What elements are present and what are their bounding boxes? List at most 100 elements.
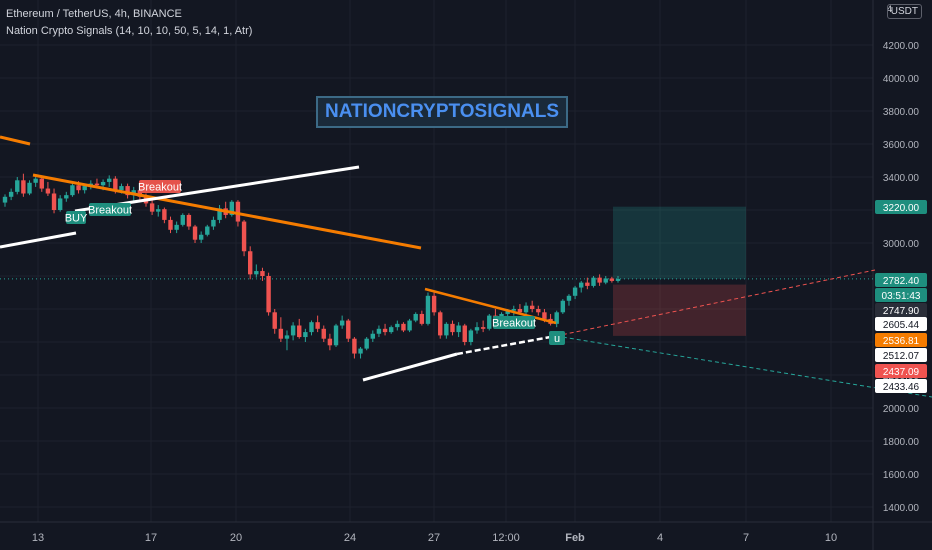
candle-body: [395, 323, 400, 328]
x-axis-label: 13: [32, 532, 44, 544]
candle-body: [278, 328, 284, 339]
candle-body: [100, 181, 106, 186]
candle-body: [499, 313, 504, 318]
candle-body: [2, 196, 8, 203]
candle-body: [511, 309, 516, 311]
candle-body: [560, 300, 566, 313]
candle-body: [156, 209, 161, 212]
candle-body: [303, 332, 308, 338]
candle-body: [205, 226, 210, 235]
candle-body: [125, 186, 130, 196]
candle-body: [284, 335, 290, 339]
candle-body: [272, 312, 277, 329]
signal-arrow-bg: [549, 331, 565, 345]
long-position-target-zone: [613, 206, 746, 279]
y-axis-label: 1600.00: [883, 470, 920, 481]
candle-body: [591, 277, 596, 286]
candle-body: [425, 295, 431, 324]
candle-body: [438, 312, 443, 336]
candle-body: [401, 323, 406, 331]
candle-body: [8, 191, 14, 197]
candle-body: [192, 226, 198, 240]
signal-breakout-bull-1: Breakout: [88, 205, 132, 217]
candle-body: [615, 278, 621, 281]
y-axis-label: 1400.00: [883, 503, 920, 514]
candle-body: [382, 328, 388, 333]
candle-body: [529, 305, 535, 309]
candle-body: [333, 325, 339, 346]
candle-body: [346, 320, 351, 339]
signal-arrow: u: [554, 333, 560, 345]
price-label-orange-bg: [875, 333, 927, 347]
price-label-orange: 2536.81: [883, 336, 920, 347]
candle-body: [70, 185, 75, 196]
candle-body: [444, 323, 449, 336]
x-axis-label: 4: [657, 532, 663, 544]
watermark-banner: NATIONCRYPTOSIGNALS: [316, 96, 568, 128]
candle-body: [76, 185, 81, 191]
candle-body: [352, 338, 357, 354]
candle-body: [339, 320, 345, 326]
candle-body: [64, 195, 69, 199]
candle-body: [572, 287, 578, 296]
symbol-title: Ethereum / TetherUS, 4h, BINANCE: [6, 8, 182, 20]
candle-body: [468, 330, 474, 342]
x-axis-label: 24: [344, 532, 356, 544]
y-axis-label: 1800.00: [883, 437, 920, 448]
price-label-light-bg: [875, 317, 927, 331]
candle-body: [517, 309, 523, 313]
price-label-light-bg: [875, 348, 927, 362]
candle-body: [536, 309, 541, 313]
candle-body: [260, 271, 265, 276]
x-axis-label: 17: [145, 532, 157, 544]
candle-body: [107, 178, 112, 182]
candle-body: [315, 322, 320, 329]
candle-body: [39, 178, 44, 189]
candle-body: [609, 278, 615, 281]
candle-body: [113, 178, 118, 191]
candle-body: [327, 338, 333, 346]
candle-body: [419, 313, 425, 324]
candle-body: [15, 180, 20, 192]
y-axis-label: 2000.00: [883, 404, 920, 415]
price-label-red: 2437.09: [883, 367, 920, 378]
candle-body: [388, 327, 394, 333]
candle-body: [229, 201, 235, 215]
candle-body: [431, 295, 437, 313]
candle-body: [180, 214, 185, 225]
price-label-last: 2782.40: [883, 276, 920, 287]
candle-body: [542, 312, 547, 319]
candle-body: [217, 208, 222, 220]
price-label-light: 2433.46: [883, 382, 920, 393]
price-label-target-bg: [875, 200, 927, 214]
price-label-last-bg: [875, 273, 927, 287]
y-axis-label: 3800.00: [883, 107, 920, 118]
candle-body: [149, 203, 155, 212]
candle-body: [27, 182, 32, 194]
y-axis-label: 4000.00: [883, 74, 920, 85]
candle-body: [45, 188, 51, 194]
candle-body: [254, 271, 259, 275]
price-label-dark: 2747.90: [883, 306, 920, 317]
signal-breakout-bull-2: Breakout: [492, 318, 536, 330]
candle-body: [523, 305, 529, 313]
candle-body: [119, 186, 124, 191]
x-axis-label: 10: [825, 532, 837, 544]
currency-badge[interactable]: USDT: [886, 4, 922, 19]
y-axis-label: 3600.00: [883, 140, 920, 151]
candle-body: [585, 282, 590, 286]
candle-body: [248, 251, 253, 275]
candle-body: [174, 224, 179, 230]
x-axis-label: Feb: [565, 532, 585, 544]
orange-trendline-main: [32, 173, 422, 250]
candle-body: [186, 214, 192, 227]
indicator-title: Nation Crypto Signals (14, 10, 10, 50, 5…: [6, 25, 253, 37]
candle-body: [370, 333, 375, 339]
candle-body: [505, 310, 510, 314]
candle-body: [57, 198, 63, 210]
signal-buy-bg: [66, 211, 86, 224]
candle-body: [168, 219, 173, 230]
candle-body: [137, 190, 143, 197]
y-axis-label: 3400.00: [883, 173, 920, 184]
